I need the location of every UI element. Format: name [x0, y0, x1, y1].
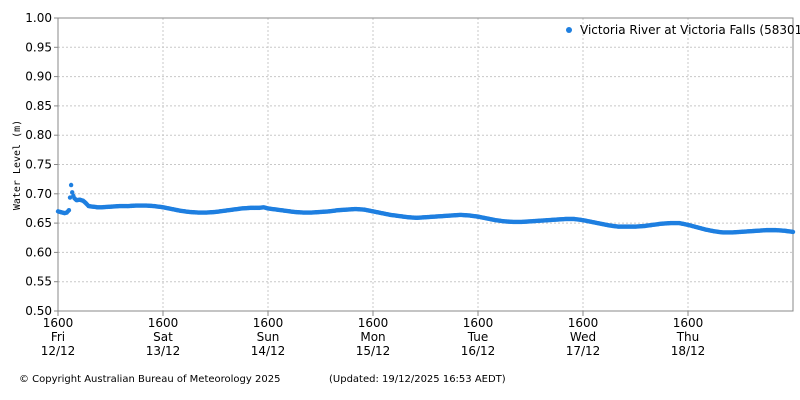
x-tick-label: Thu [676, 330, 700, 344]
x-tick-label: Wed [570, 330, 596, 344]
legend-marker [566, 27, 572, 33]
x-tick-label: 18/12 [671, 344, 706, 358]
x-tick-label: 1600 [253, 316, 284, 330]
copyright-text: © Copyright Australian Bureau of Meteoro… [19, 374, 281, 385]
x-tick-label: Tue [467, 330, 489, 344]
y-tick-label: 0.60 [25, 245, 52, 259]
x-tick-label: 1600 [148, 316, 179, 330]
y-tick-label: 0.50 [25, 304, 52, 318]
x-tick-label: 12/12 [41, 344, 76, 358]
y-axis: 0.50 0.55 0.60 0.65 0.70 0.75 0.80 0.85 0.90 0.95… [25, 11, 58, 318]
x-tick-label: 1600 [43, 316, 74, 330]
chart-grid [58, 18, 793, 311]
x-tick-label: 15/12 [356, 344, 391, 358]
y-tick-label: 0.65 [25, 216, 52, 230]
data-point [790, 229, 796, 235]
y-tick-label: 0.80 [25, 128, 52, 142]
y-tick-label: 0.55 [25, 275, 52, 289]
x-tick-label: Fri [51, 330, 65, 344]
y-tick-label: 0.70 [25, 187, 52, 201]
x-tick-label: Sun [257, 330, 280, 344]
x-tick-label: 13/12 [146, 344, 181, 358]
y-tick-label: 0.75 [25, 158, 52, 172]
x-tick-label: 1600 [463, 316, 494, 330]
legend-label: Victoria River at Victoria Falls (583016… [580, 23, 800, 37]
data-point [67, 195, 73, 200]
y-tick-label: 0.85 [25, 99, 52, 113]
series-points [55, 182, 796, 235]
updated-timestamp: (Updated: 19/12/2025 16:53 AEDT) [329, 374, 506, 385]
legend[interactable]: Victoria River at Victoria Falls (583016… [566, 23, 800, 37]
x-tick-label: 1600 [673, 316, 704, 330]
x-axis: 1600Fri12/121600Sat13/121600Sun14/121600… [41, 311, 706, 358]
x-tick-label: 14/12 [251, 344, 286, 358]
x-tick-label: 1600 [568, 316, 599, 330]
data-point [66, 208, 72, 213]
y-tick-label: 0.95 [25, 40, 52, 54]
x-tick-label: 1600 [358, 316, 389, 330]
x-tick-label: 17/12 [566, 344, 601, 358]
x-tick-label: Sat [153, 330, 173, 344]
y-tick-label: 1.00 [25, 11, 52, 25]
data-point [70, 190, 75, 195]
data-point [68, 182, 74, 188]
x-tick-label: Mon [360, 330, 385, 344]
y-tick-label: 0.90 [25, 70, 52, 84]
x-tick-label: 16/12 [461, 344, 496, 358]
y-axis-label: Water Level (m) [12, 120, 23, 210]
